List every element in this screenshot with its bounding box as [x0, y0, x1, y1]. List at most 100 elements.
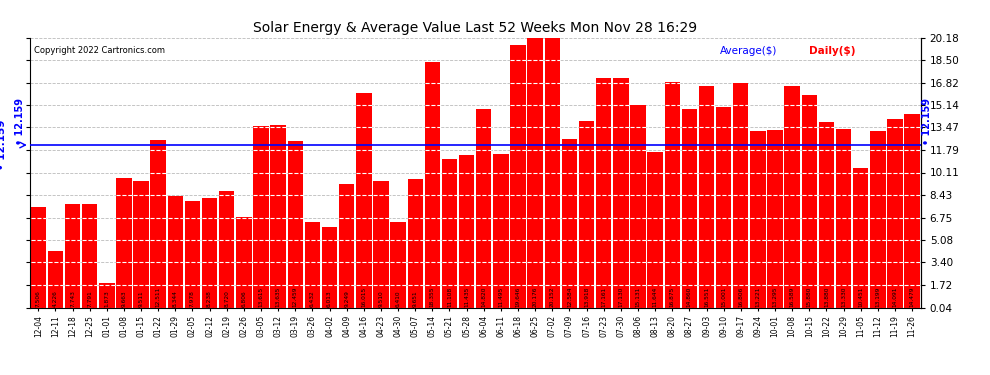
Text: 6.410: 6.410: [396, 290, 401, 307]
Bar: [905, 114, 920, 308]
Text: Daily($): Daily($): [810, 46, 855, 56]
Text: 15.880: 15.880: [807, 286, 812, 307]
Bar: [596, 78, 612, 308]
Text: 9.249: 9.249: [345, 290, 349, 307]
Text: 14.091: 14.091: [893, 286, 898, 307]
Text: 1.873: 1.873: [104, 290, 109, 307]
Text: 12.511: 12.511: [155, 286, 160, 307]
Bar: [64, 204, 80, 308]
Bar: [613, 78, 629, 308]
Text: 9.511: 9.511: [139, 290, 144, 307]
Bar: [647, 152, 663, 308]
Text: 19.646: 19.646: [516, 286, 521, 307]
Text: 13.221: 13.221: [755, 286, 760, 307]
Text: 13.330: 13.330: [842, 286, 846, 307]
Text: 16.551: 16.551: [704, 286, 709, 307]
Text: 14.820: 14.820: [481, 286, 486, 307]
Bar: [425, 62, 441, 308]
Bar: [579, 122, 594, 308]
Bar: [31, 207, 46, 308]
Text: Average($): Average($): [721, 46, 777, 56]
Text: 9.651: 9.651: [413, 290, 418, 307]
Text: 13.635: 13.635: [275, 286, 280, 307]
Bar: [287, 141, 303, 308]
Bar: [150, 140, 166, 308]
Bar: [373, 180, 389, 308]
Bar: [253, 126, 268, 308]
Bar: [442, 159, 457, 308]
Bar: [476, 110, 491, 308]
Text: 10.451: 10.451: [858, 286, 863, 307]
Text: 9.663: 9.663: [122, 290, 127, 307]
Text: 16.875: 16.875: [670, 286, 675, 307]
Text: 14.860: 14.860: [687, 286, 692, 307]
Bar: [82, 204, 97, 308]
Text: 8.720: 8.720: [225, 290, 230, 307]
Text: 16.015: 16.015: [361, 286, 366, 307]
Bar: [733, 83, 748, 308]
Bar: [750, 131, 765, 308]
Bar: [870, 131, 886, 308]
Bar: [48, 251, 63, 308]
Text: 13.880: 13.880: [824, 286, 829, 307]
Bar: [493, 154, 509, 308]
Bar: [322, 227, 338, 308]
Text: 15.131: 15.131: [636, 286, 641, 307]
Text: 7.791: 7.791: [87, 290, 92, 307]
Text: 17.161: 17.161: [601, 286, 606, 307]
Text: 18.355: 18.355: [430, 286, 435, 307]
Bar: [167, 196, 183, 308]
Text: 13.199: 13.199: [875, 286, 880, 307]
Bar: [185, 201, 200, 308]
Text: 13.615: 13.615: [258, 286, 263, 307]
Bar: [699, 86, 714, 308]
Text: • 12.159: • 12.159: [0, 120, 8, 170]
Text: 6.806: 6.806: [242, 290, 247, 307]
Text: 12.459: 12.459: [293, 286, 298, 307]
Text: 13.918: 13.918: [584, 286, 589, 307]
Text: 20.152: 20.152: [549, 286, 554, 307]
Bar: [853, 168, 868, 308]
Bar: [237, 217, 251, 308]
Bar: [339, 184, 354, 308]
Text: 11.495: 11.495: [498, 286, 503, 307]
Text: 13.295: 13.295: [772, 286, 777, 307]
Bar: [544, 38, 560, 308]
Text: 7.978: 7.978: [190, 290, 195, 307]
Text: • 12.159: • 12.159: [922, 98, 932, 145]
Bar: [631, 105, 645, 308]
Bar: [356, 93, 371, 308]
Text: Copyright 2022 Cartronics.com: Copyright 2022 Cartronics.com: [34, 46, 165, 55]
Bar: [664, 82, 680, 308]
Text: 9.510: 9.510: [378, 290, 383, 307]
Bar: [99, 283, 115, 308]
Text: • 12.159: • 12.159: [15, 98, 26, 145]
Text: 14.479: 14.479: [910, 286, 915, 307]
Text: 8.344: 8.344: [173, 290, 178, 307]
Text: 15.001: 15.001: [721, 286, 726, 307]
Bar: [819, 122, 835, 308]
Bar: [510, 45, 526, 308]
Text: 7.506: 7.506: [36, 290, 41, 307]
Text: 12.584: 12.584: [567, 286, 572, 307]
Bar: [836, 129, 851, 308]
Bar: [202, 198, 218, 308]
Bar: [784, 86, 800, 308]
Bar: [390, 222, 406, 308]
Bar: [561, 140, 577, 308]
Bar: [270, 125, 286, 308]
Bar: [459, 155, 474, 308]
Title: Solar Energy & Average Value Last 52 Weeks Mon Nov 28 16:29: Solar Energy & Average Value Last 52 Wee…: [253, 21, 697, 35]
Text: 11.435: 11.435: [464, 286, 469, 307]
Text: 11.108: 11.108: [447, 286, 452, 307]
Text: 20.176: 20.176: [533, 286, 538, 307]
Bar: [305, 222, 320, 308]
Text: 6.013: 6.013: [327, 290, 332, 307]
Bar: [528, 38, 543, 308]
Text: 7.743: 7.743: [70, 290, 75, 307]
Text: 11.644: 11.644: [652, 286, 657, 307]
Bar: [116, 178, 132, 308]
Bar: [802, 95, 817, 308]
Bar: [716, 107, 732, 308]
Bar: [887, 119, 903, 308]
